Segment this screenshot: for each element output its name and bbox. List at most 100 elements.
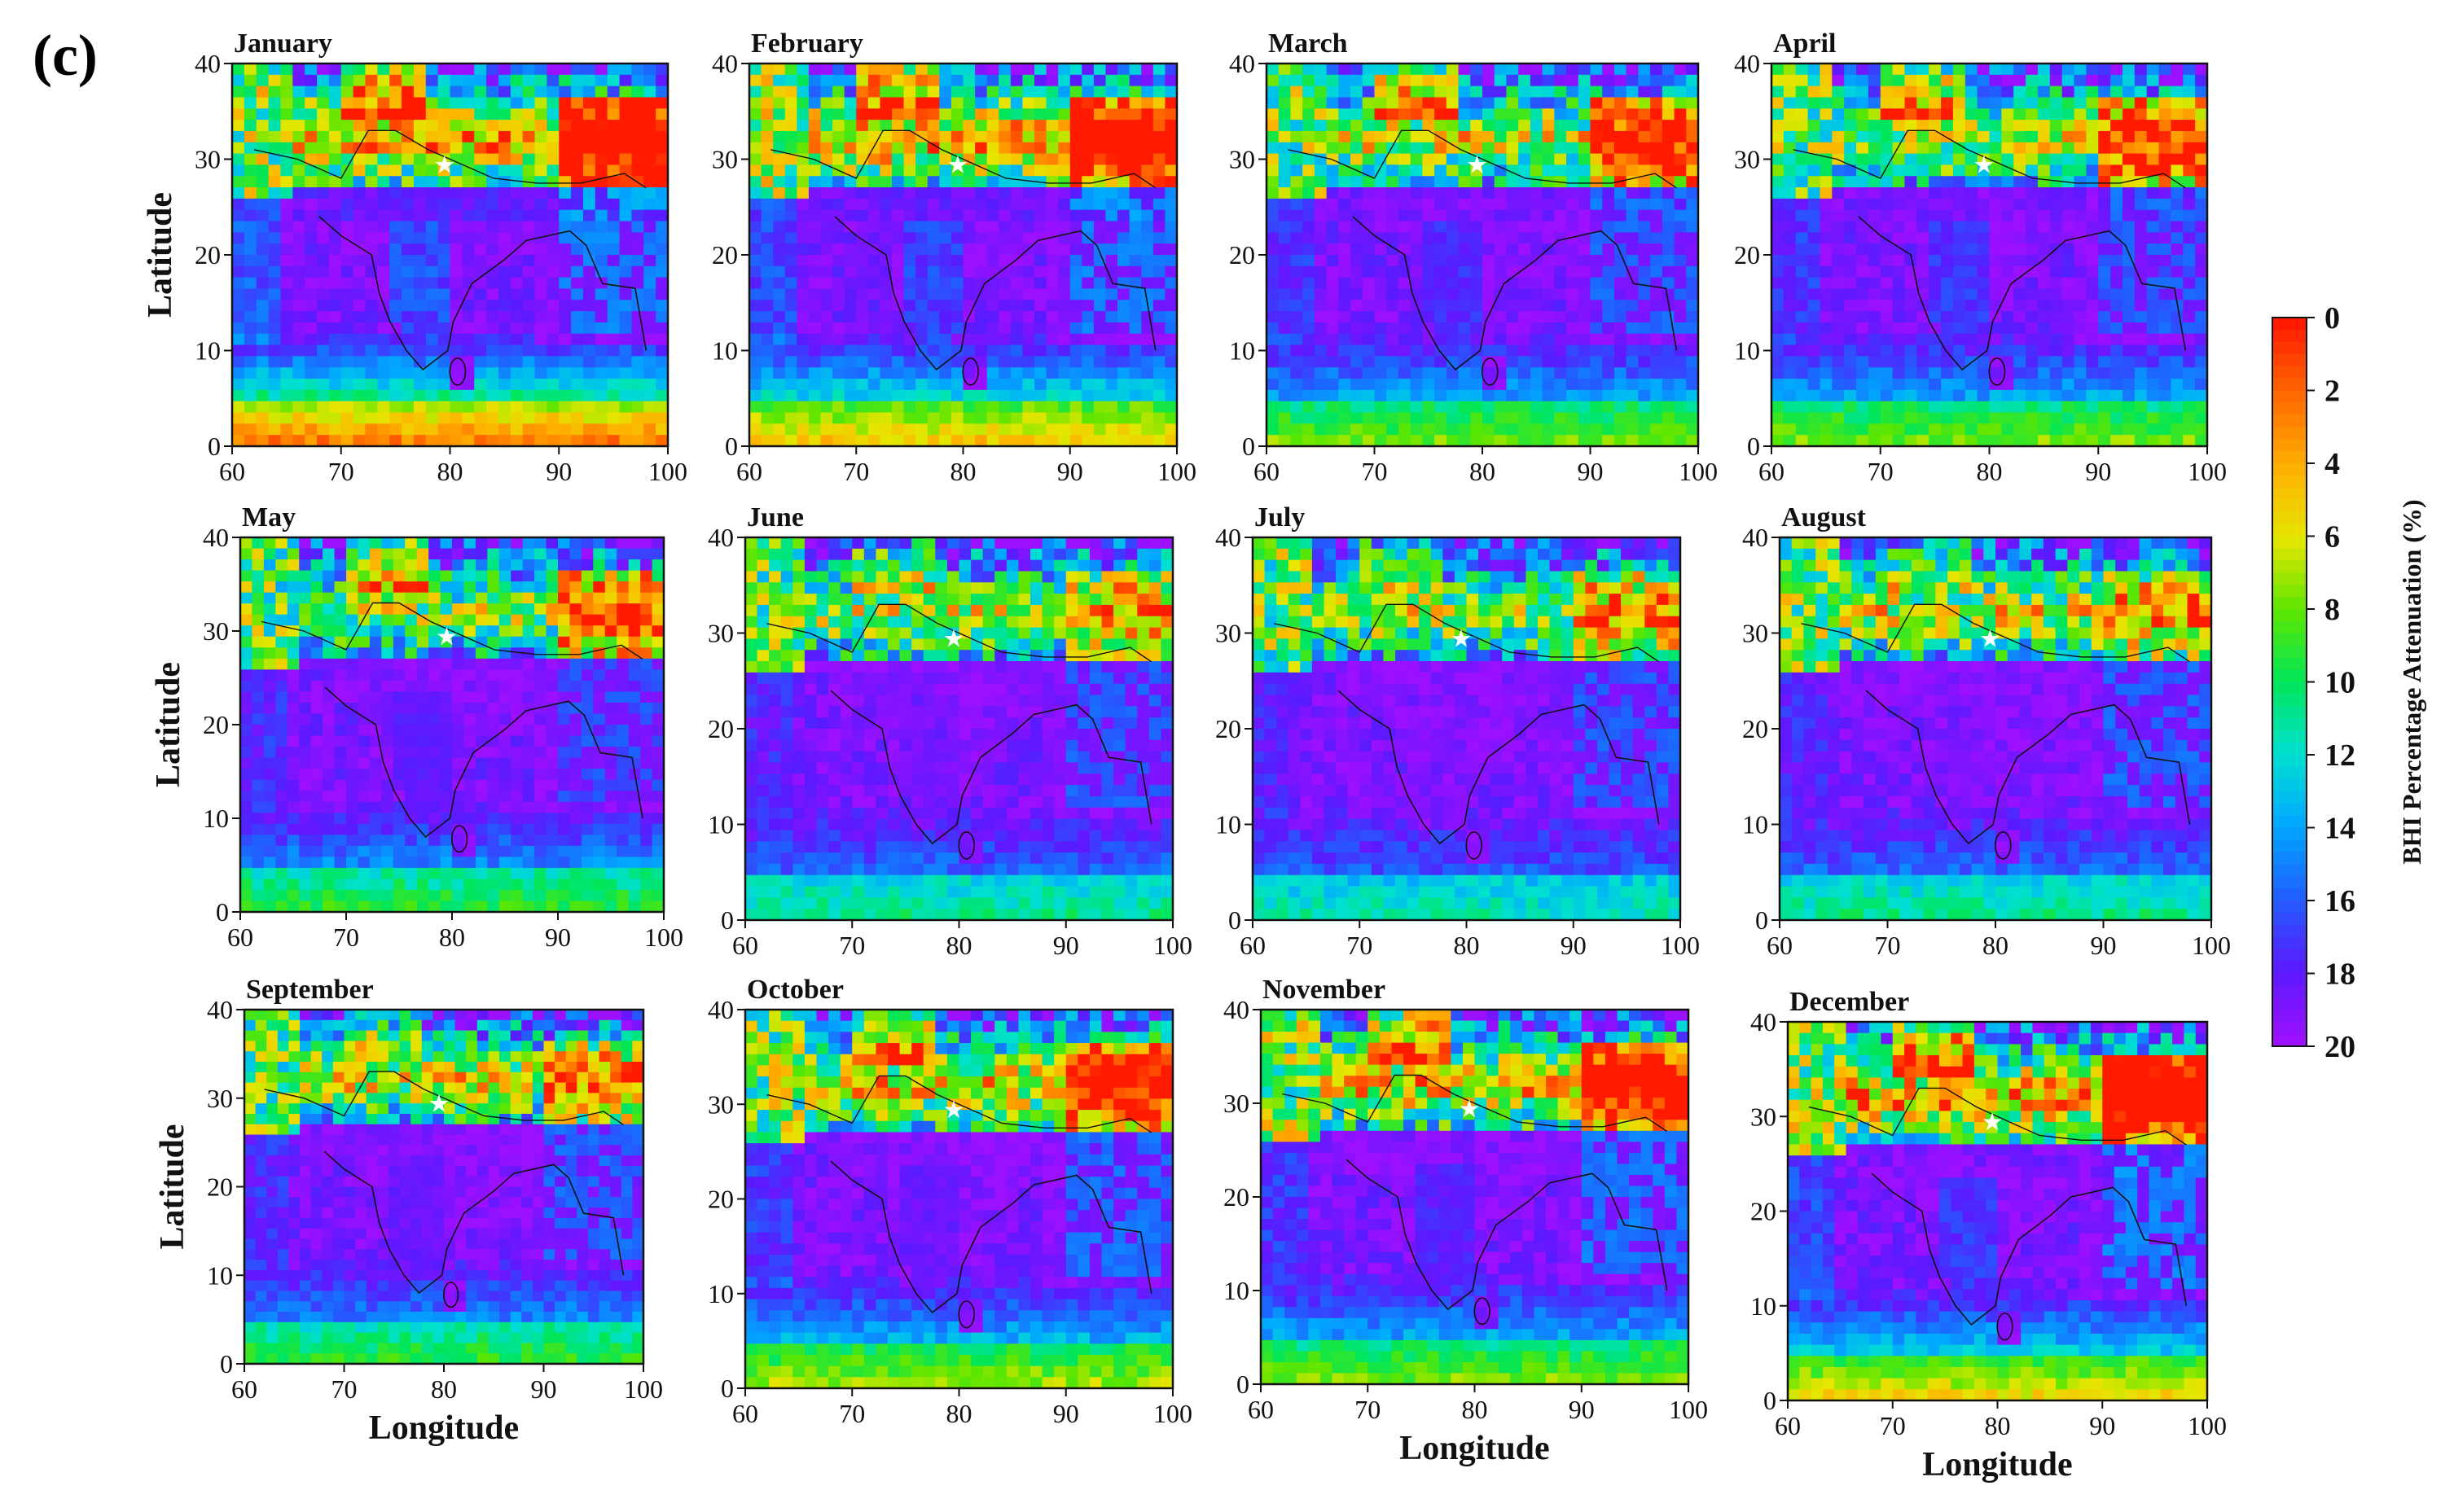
- heatmap-cell: [1338, 108, 1351, 121]
- heatmap-cell: [1880, 176, 1894, 188]
- heatmap-cell: [1422, 130, 1435, 143]
- heatmap-cell: [1069, 265, 1083, 278]
- heatmap-cell: [820, 311, 833, 323]
- heatmap-cell: [1674, 85, 1688, 99]
- heatmap-cell: [656, 142, 669, 155]
- heatmap-cell: [880, 300, 893, 312]
- heatmap-cell: [2086, 120, 2100, 132]
- heatmap-cell: [1058, 153, 1071, 166]
- heatmap-cell: [915, 333, 928, 346]
- heatmap-cell: [2061, 142, 2075, 155]
- heatmap-cell: [1856, 221, 1869, 234]
- heatmap-cell: [619, 221, 633, 234]
- heatmap-cell: [2122, 153, 2136, 166]
- heatmap-cell: [1686, 265, 1699, 278]
- heatmap-cell: [2195, 176, 2208, 188]
- heatmap-cell: [534, 74, 548, 87]
- y-tick-label: 30: [195, 145, 221, 174]
- heatmap-cell: [1952, 97, 1966, 110]
- heatmap-cell: [353, 232, 367, 244]
- heatmap-cell: [1844, 74, 1857, 87]
- heatmap-cell: [820, 108, 833, 121]
- heatmap-cell: [1022, 412, 1035, 425]
- heatmap-cell: [784, 401, 798, 414]
- heatmap-cell: [1686, 120, 1699, 132]
- heatmap-cell: [1434, 356, 1447, 369]
- heatmap-cell: [1856, 288, 1869, 301]
- heatmap-cell: [1807, 255, 1821, 267]
- heatmap-cell: [1069, 97, 1083, 110]
- heatmap-cell: [832, 367, 845, 379]
- heatmap-cell: [607, 265, 621, 278]
- heatmap-cell: [619, 423, 633, 436]
- heatmap-cell: [1458, 176, 1472, 188]
- heatmap-cell: [1941, 97, 1954, 110]
- heatmap-cell: [462, 176, 476, 188]
- heatmap-cell: [1458, 435, 1472, 447]
- heatmap-cell: [1165, 198, 1178, 211]
- heatmap-cell: [1674, 322, 1688, 335]
- heatmap-cell: [2171, 243, 2184, 256]
- sri-lanka-outline: [1988, 357, 2006, 386]
- heatmap-cell: [939, 367, 952, 379]
- heatmap-cell: [892, 97, 905, 110]
- heatmap-cell: [975, 108, 988, 121]
- heatmap-cell: [353, 153, 367, 166]
- heatmap-cell: [1650, 130, 1663, 143]
- heatmap-cell: [389, 367, 402, 379]
- heatmap-cell: [1410, 232, 1424, 244]
- heatmap-cell: [1470, 356, 1483, 369]
- heatmap-cell: [915, 198, 928, 211]
- heatmap-cell: [559, 153, 572, 166]
- heatmap-cell: [1602, 379, 1615, 391]
- heatmap-cell: [305, 120, 318, 132]
- heatmap-cell: [1010, 108, 1024, 121]
- heatmap-cell: [1892, 277, 1906, 290]
- heatmap-cell: [2074, 379, 2087, 391]
- heatmap-cell: [353, 108, 367, 121]
- heatmap-cell: [1662, 232, 1675, 244]
- heatmap-cell: [450, 64, 463, 76]
- heatmap-cell: [559, 142, 572, 155]
- heatmap-cell: [413, 311, 427, 323]
- heatmap-cell: [773, 367, 786, 379]
- heatmap-cell: [1326, 389, 1340, 402]
- heatmap-cell: [1302, 412, 1315, 425]
- heatmap-cell: [1807, 423, 1821, 436]
- heatmap-cell: [1856, 97, 1869, 110]
- heatmap-cell: [232, 176, 245, 188]
- heatmap-cell: [2037, 164, 2051, 177]
- heatmap-cell: [328, 423, 342, 436]
- heatmap-cell: [1069, 344, 1083, 357]
- heatmap-cell: [1965, 379, 1978, 391]
- heatmap-cell: [462, 300, 476, 312]
- heatmap-cell: [1374, 130, 1388, 143]
- heatmap-cell: [2158, 322, 2172, 335]
- heatmap-cell: [797, 198, 810, 211]
- heatmap-cell: [256, 130, 270, 143]
- heatmap-cell: [280, 164, 294, 177]
- heatmap-cell: [522, 255, 536, 267]
- heatmap-cell: [340, 243, 354, 256]
- heatmap-cell: [844, 277, 858, 290]
- heatmap-cell: [1844, 255, 1857, 267]
- heatmap-cell: [1422, 97, 1435, 110]
- heatmap-cell: [474, 209, 487, 222]
- heatmap-cell: [2171, 142, 2184, 155]
- heatmap-cell: [1165, 311, 1178, 323]
- heatmap-cell: [1820, 176, 1833, 188]
- heatmap-cell: [607, 333, 621, 346]
- heatmap-cell: [353, 311, 367, 323]
- heatmap-cell: [999, 85, 1012, 99]
- heatmap-cell: [1686, 356, 1699, 369]
- heatmap-cell: [1117, 288, 1130, 301]
- heatmap-cell: [2026, 97, 2039, 110]
- heatmap-cell: [2026, 277, 2039, 290]
- heatmap-cell: [1807, 142, 1821, 155]
- heatmap-cell: [474, 265, 487, 278]
- heatmap-cell: [1302, 74, 1315, 87]
- heatmap-cell: [607, 64, 621, 76]
- heatmap-cell: [1626, 130, 1640, 143]
- heatmap-cell: [880, 108, 893, 121]
- heatmap-cell: [425, 401, 439, 414]
